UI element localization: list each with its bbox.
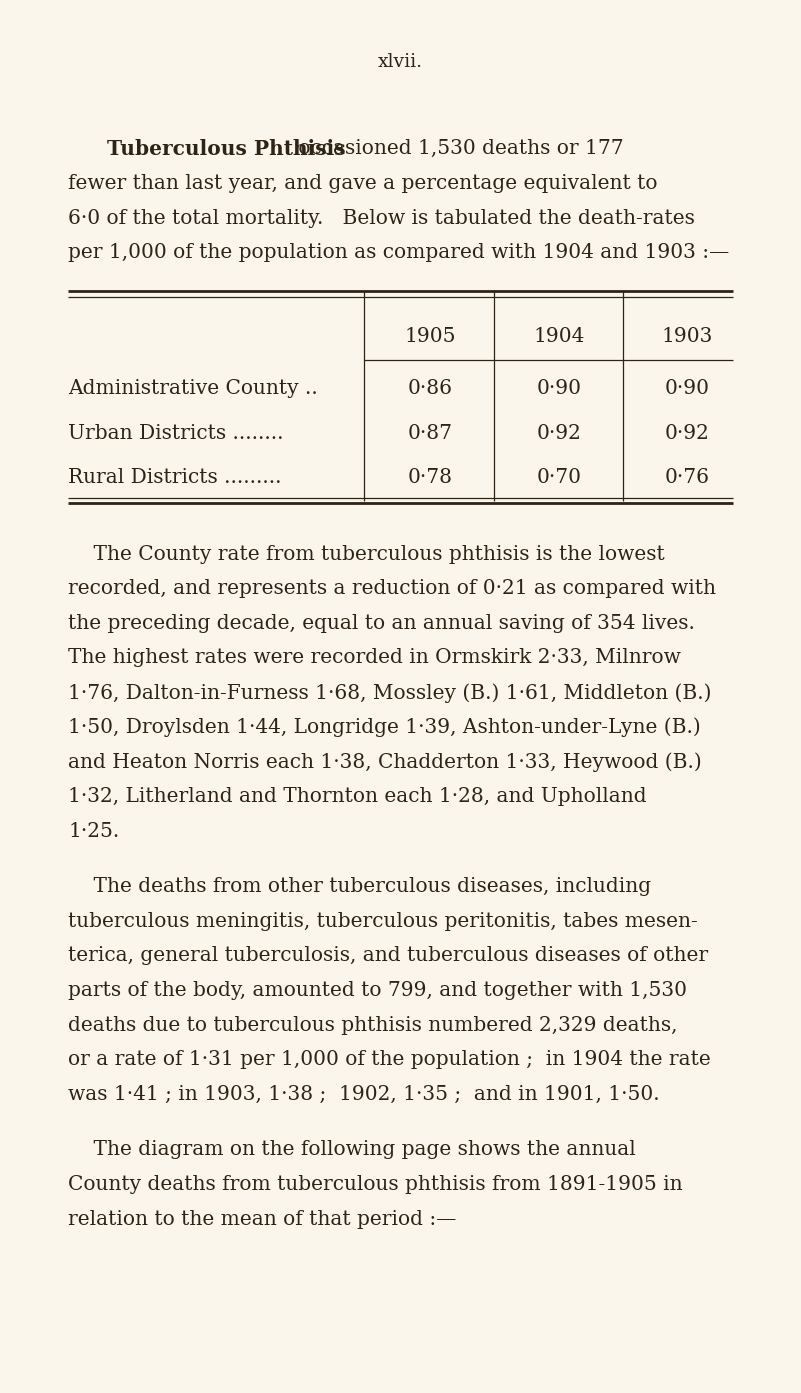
- Text: The diagram on the following page shows the annual: The diagram on the following page shows …: [68, 1141, 636, 1159]
- Text: The deaths from other tuberculous diseases, including: The deaths from other tuberculous diseas…: [68, 878, 651, 896]
- Text: 0·70: 0·70: [537, 468, 582, 488]
- Text: relation to the mean of that period :—: relation to the mean of that period :—: [68, 1209, 457, 1229]
- Text: 0·76: 0·76: [665, 468, 710, 488]
- Text: 6·0 of the total mortality.   Below is tabulated the death-rates: 6·0 of the total mortality. Below is tab…: [68, 209, 695, 227]
- Text: 0·90: 0·90: [665, 379, 710, 398]
- Text: 0·78: 0·78: [408, 468, 453, 488]
- Text: fewer than last year, and gave a percentage equivalent to: fewer than last year, and gave a percent…: [68, 174, 658, 194]
- Text: tuberculous meningitis, tuberculous peritonitis, tabes mesen-: tuberculous meningitis, tuberculous peri…: [68, 912, 698, 931]
- Text: 1·50, Droylsden 1·44, Longridge 1·39, Ashton-under-Lyne (B.): 1·50, Droylsden 1·44, Longridge 1·39, As…: [68, 717, 701, 737]
- Text: and Heaton Norris each 1·38, Chadderton 1·33, Heywood (B.): and Heaton Norris each 1·38, Chadderton …: [68, 752, 702, 772]
- Text: terica, general tuberculosis, and tuberculous diseases of other: terica, general tuberculosis, and tuberc…: [68, 946, 708, 965]
- Text: The County rate from tuberculous phthisis is the lowest: The County rate from tuberculous phthisi…: [68, 545, 665, 564]
- Text: 1·32, Litherland and Thornton each 1·28, and Upholland: 1·32, Litherland and Thornton each 1·28,…: [68, 787, 646, 807]
- Text: was 1·41 ; in 1903, 1·38 ;  1902, 1·35 ;  and in 1901, 1·50.: was 1·41 ; in 1903, 1·38 ; 1902, 1·35 ; …: [68, 1085, 660, 1103]
- Text: Tuberculous Phthisis: Tuberculous Phthisis: [107, 139, 345, 159]
- Text: 0·92: 0·92: [665, 423, 710, 443]
- Text: The highest rates were recorded in Ormskirk 2·33, Milnrow: The highest rates were recorded in Ormsk…: [68, 649, 681, 667]
- Text: occasioned 1,530 deaths or 177: occasioned 1,530 deaths or 177: [292, 139, 624, 159]
- Text: 1903: 1903: [662, 327, 713, 347]
- Text: Urban Districts ........: Urban Districts ........: [68, 423, 284, 443]
- Text: deaths due to tuberculous phthisis numbered 2,329 deaths,: deaths due to tuberculous phthisis numbe…: [68, 1015, 678, 1035]
- Text: or a rate of 1·31 per 1,000 of the population ;  in 1904 the rate: or a rate of 1·31 per 1,000 of the popul…: [68, 1050, 710, 1070]
- Text: the preceding decade, equal to an annual saving of 354 lives.: the preceding decade, equal to an annual…: [68, 614, 695, 632]
- Text: 1·25.: 1·25.: [68, 822, 119, 841]
- Text: Administrative County ..: Administrative County ..: [68, 379, 318, 398]
- Text: 1904: 1904: [533, 327, 585, 347]
- Text: 0·87: 0·87: [408, 423, 453, 443]
- Text: per 1,000 of the population as compared with 1904 and 1903 :—: per 1,000 of the population as compared …: [68, 244, 730, 262]
- Text: 0·90: 0·90: [537, 379, 582, 398]
- Text: recorded, and represents a reduction of 0·21 as compared with: recorded, and represents a reduction of …: [68, 579, 716, 598]
- Text: 0·92: 0·92: [537, 423, 582, 443]
- Text: County deaths from tuberculous phthisis from 1891-1905 in: County deaths from tuberculous phthisis …: [68, 1176, 682, 1194]
- Text: parts of the body, amounted to 799, and together with 1,530: parts of the body, amounted to 799, and …: [68, 981, 687, 1000]
- Text: xlvii.: xlvii.: [378, 53, 423, 71]
- Text: 0·86: 0·86: [408, 379, 453, 398]
- Text: Rural Districts .........: Rural Districts .........: [68, 468, 282, 488]
- Text: 1·76, Dalton-in-Furness 1·68, Mossley (B.) 1·61, Middleton (B.): 1·76, Dalton-in-Furness 1·68, Mossley (B…: [68, 683, 711, 703]
- Text: 1905: 1905: [405, 327, 456, 347]
